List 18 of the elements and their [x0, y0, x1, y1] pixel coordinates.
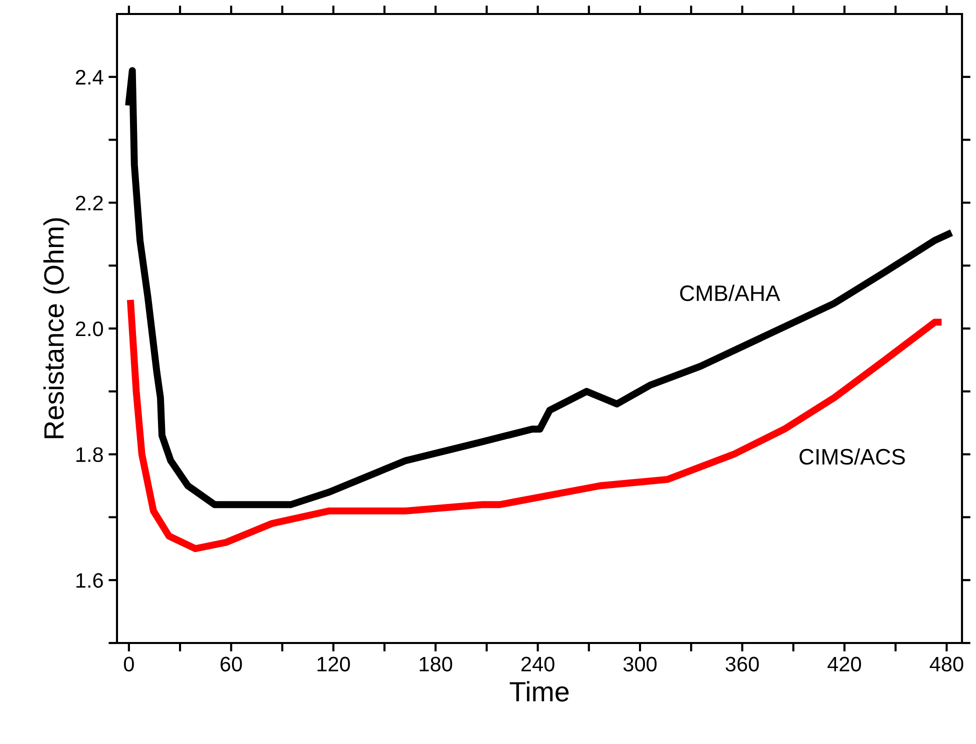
x-tick-label: 360 [726, 656, 759, 672]
x-axis-title: Time [510, 681, 569, 702]
x-tick-label: 180 [420, 656, 452, 672]
y-tick-label: 1.8 [76, 447, 103, 462]
y-axis-title: Resistance (Ohm) [43, 218, 70, 438]
x-tick-label: 300 [623, 656, 657, 672]
y-tick-label: 2.0 [76, 322, 103, 336]
y-tick-label: 1.6 [76, 573, 103, 588]
x-tick-label: 60 [220, 656, 242, 672]
y-tick-label: 2.2 [76, 196, 103, 210]
x-tick-label: 480 [930, 656, 964, 672]
x-tick-label: 0 [124, 656, 134, 672]
x-tick-label: 420 [828, 656, 862, 672]
x-tick-label: 120 [318, 656, 350, 672]
y-tick-label: 2.4 [76, 70, 104, 84]
series-label: CMB/AHA [680, 284, 780, 302]
series-label: CIMS/ACS [800, 448, 905, 465]
x-tick-label: 240 [521, 656, 554, 672]
